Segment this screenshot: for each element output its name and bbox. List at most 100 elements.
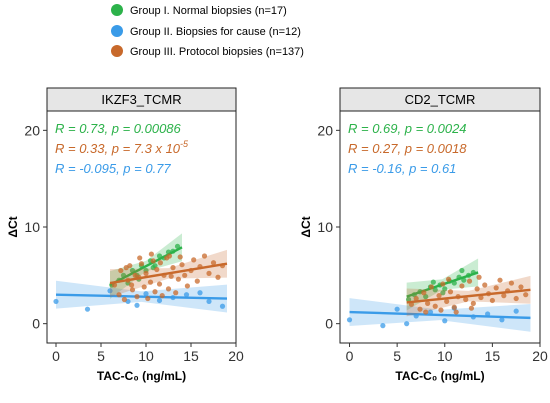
data-point <box>137 255 143 261</box>
data-point <box>154 266 160 273</box>
correlation-annotation: R = 0.69, p = 0.0024 <box>348 121 467 136</box>
annotation-p: p = 0.0018 <box>404 141 468 156</box>
x-tick-label: 5 <box>393 348 401 364</box>
data-point <box>159 293 165 299</box>
x-tick-label: 15 <box>183 348 199 364</box>
annotation-p: p = 0.77 <box>122 161 171 176</box>
data-point <box>134 294 140 300</box>
data-point <box>170 265 176 271</box>
data-point <box>129 287 136 293</box>
data-point <box>143 270 149 276</box>
annotation-p: p = 0.61 <box>408 161 456 176</box>
legend-label: Group I. Normal biopsies (n=17) <box>130 5 287 17</box>
data-point <box>150 258 156 264</box>
data-point <box>152 289 158 295</box>
data-point <box>166 253 172 259</box>
data-point <box>442 286 448 292</box>
data-point <box>451 304 457 310</box>
annotation-r: R = 0.73, <box>55 121 112 136</box>
panel-title: CD2_TCMR <box>405 92 476 107</box>
data-point <box>468 305 475 311</box>
x-tick-label: 5 <box>97 348 105 364</box>
data-point <box>438 307 444 313</box>
data-point <box>518 284 524 290</box>
plot-frame <box>46 87 237 344</box>
fit-line <box>406 288 531 304</box>
annotation-r: R = 0.27, <box>348 141 405 156</box>
data-point <box>427 309 434 315</box>
data-point <box>482 282 488 288</box>
y-tick-label: 10 <box>24 219 40 235</box>
data-point <box>134 302 140 308</box>
data-point <box>179 262 185 268</box>
data-point <box>129 282 135 288</box>
data-point <box>459 283 465 289</box>
annotation-p: p = 0.0024 <box>404 121 467 136</box>
data-point <box>489 297 495 304</box>
x-tick-label: 15 <box>485 348 501 364</box>
data-point <box>499 317 505 323</box>
data-point <box>508 280 515 286</box>
data-point <box>175 276 181 282</box>
y-tick-label: 10 <box>317 219 333 235</box>
data-point <box>423 294 429 300</box>
y-axis-title: ΔCt <box>299 216 313 237</box>
data-point <box>513 308 519 314</box>
data-point <box>445 276 452 282</box>
fit-line <box>55 293 228 300</box>
correlation-annotation: R = -0.095, p = 0.77 <box>55 161 171 176</box>
annotation-r: R = -0.16, <box>348 161 409 176</box>
data-point <box>121 296 127 303</box>
x-axis-title: TAC-C₀ (ng/mL) <box>395 369 484 383</box>
data-point <box>148 251 154 257</box>
x-tick-label: 10 <box>437 348 453 364</box>
data-point <box>470 300 476 306</box>
plot-frame <box>339 87 541 344</box>
data-point <box>177 254 183 260</box>
correlation-annotation: R = 0.33, p = 7.3 x 10-5 <box>55 139 189 156</box>
legend-label: Group III. Protocol biopsies (n=137) <box>130 46 304 58</box>
data-point <box>423 309 429 315</box>
data-point <box>191 257 197 263</box>
data-point <box>523 292 529 298</box>
data-point <box>118 267 124 274</box>
panel-cd2-tcmr: CD2_TCMR 0 5 10 15 20 0 10 20 TAC-C₀ (ng/mL) ΔCt R … <box>299 87 548 383</box>
annotation-exponent: -5 <box>180 139 189 149</box>
data-point <box>147 279 154 285</box>
data-point <box>425 300 431 306</box>
data-point <box>183 292 190 298</box>
data-point <box>206 270 212 276</box>
data-point <box>210 260 217 266</box>
correlation-annotation: R = 0.27, p = 0.0018 <box>348 141 467 156</box>
data-point <box>421 290 427 296</box>
x-tick-label: 20 <box>532 348 548 364</box>
fit-line <box>109 262 228 285</box>
legend: Group I. Normal biopsies (n=17) Group II.… <box>111 4 304 58</box>
legend-label: Group II. Biopsies for cause (n=12) <box>130 26 301 38</box>
data-point <box>141 284 147 290</box>
data-point <box>404 321 410 327</box>
annotation-r: R = 0.33, <box>55 141 112 156</box>
data-point <box>215 274 221 280</box>
data-point <box>138 261 145 267</box>
data-point <box>405 296 412 303</box>
data-point <box>173 290 179 296</box>
data-point <box>417 306 423 312</box>
panel-header <box>339 87 541 112</box>
panel-header <box>46 87 237 112</box>
panel-title: IKZF3_TCMR <box>101 92 181 107</box>
data-point <box>156 297 163 304</box>
correlation-annotation: R = -0.16, p = 0.61 <box>348 161 456 176</box>
data-point <box>143 291 149 297</box>
data-point <box>436 293 442 299</box>
data-point <box>478 294 484 301</box>
data-point <box>156 281 163 287</box>
y-tick-label: 0 <box>32 316 40 332</box>
data-point <box>194 278 200 284</box>
data-point <box>145 295 151 302</box>
legend-marker <box>111 4 123 16</box>
annotation-r: R = 0.69, <box>348 121 405 136</box>
data-point <box>444 298 450 305</box>
data-point <box>165 286 172 292</box>
